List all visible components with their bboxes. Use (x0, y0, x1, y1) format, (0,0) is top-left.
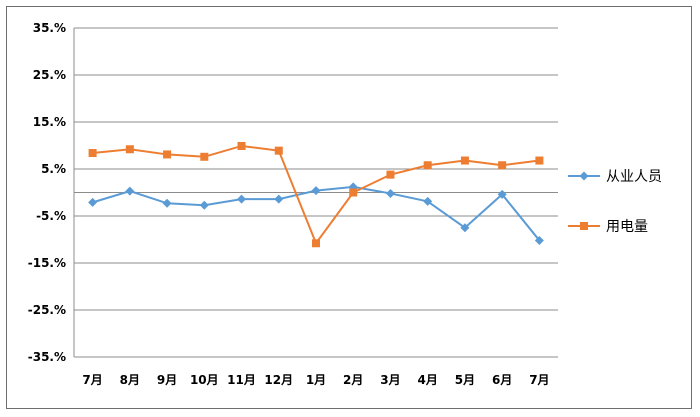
data-point (274, 194, 284, 204)
x-tick-label: 12月 (264, 373, 293, 387)
legend-label: 用电量 (606, 219, 648, 235)
x-tick-label: 1月 (306, 373, 326, 387)
data-point (237, 194, 247, 204)
data-point (162, 198, 172, 208)
axes (73, 28, 558, 358)
data-point (125, 186, 135, 196)
x-tick-label: 5月 (455, 373, 475, 387)
x-tick-label: 9月 (157, 373, 177, 387)
x-tick-label: 6月 (492, 373, 512, 387)
y-tick-label: 15.% (33, 115, 66, 129)
data-point (423, 196, 433, 206)
x-tick-label: 7月 (82, 373, 102, 387)
y-tick-label: 25.% (33, 68, 66, 82)
legend-item: 从业人员 (568, 169, 662, 185)
x-tick-label: 4月 (418, 373, 438, 387)
data-point (311, 186, 321, 196)
data-point (534, 235, 544, 245)
data-point (460, 223, 470, 233)
data-point (200, 152, 209, 161)
data-point (237, 141, 246, 150)
data-point (88, 149, 97, 158)
x-tick-label: 10月 (190, 373, 219, 387)
y-tick-label: -25.% (28, 303, 66, 317)
data-point (199, 200, 209, 210)
x-axis-ticks: 7月 8月 9月 10月 11月 12月 1月 2月 3月 4月 5月 6月 7月 (82, 373, 549, 387)
series-1 (88, 182, 544, 245)
data-point (88, 197, 98, 207)
chart-frame (6, 6, 692, 409)
data-point (349, 188, 358, 197)
y-tick-label: 35.% (33, 21, 66, 35)
y-axis-ticks: 35.% 25.% 15.% 5.% -5.% -15.% -25.% -35.% (28, 21, 66, 364)
data-point (125, 145, 134, 154)
x-tick-label: 8月 (120, 373, 140, 387)
data-point (163, 150, 172, 159)
legend-label: 从业人员 (606, 169, 662, 185)
data-point (497, 189, 507, 199)
y-tick-label: -35.% (28, 350, 66, 364)
data-point (274, 146, 283, 155)
data-point (312, 239, 320, 248)
y-tick-label: -5.% (36, 209, 66, 223)
series (88, 141, 544, 248)
x-tick-label: 3月 (380, 373, 400, 387)
y-tick-label: 5.% (41, 162, 66, 176)
legend-marker (579, 171, 589, 181)
legend-marker (580, 222, 588, 230)
data-point (535, 156, 544, 165)
data-point (385, 188, 395, 198)
x-tick-label: 7月 (529, 373, 549, 387)
y-tick-label: -15.% (28, 256, 66, 270)
data-point (498, 161, 507, 170)
legend-item: 用电量 (568, 219, 648, 235)
x-tick-label: 2月 (343, 373, 363, 387)
data-point (460, 156, 469, 165)
series-2 (88, 141, 544, 248)
data-point (423, 161, 432, 170)
data-point (386, 170, 395, 179)
x-tick-label: 11月 (227, 373, 256, 387)
